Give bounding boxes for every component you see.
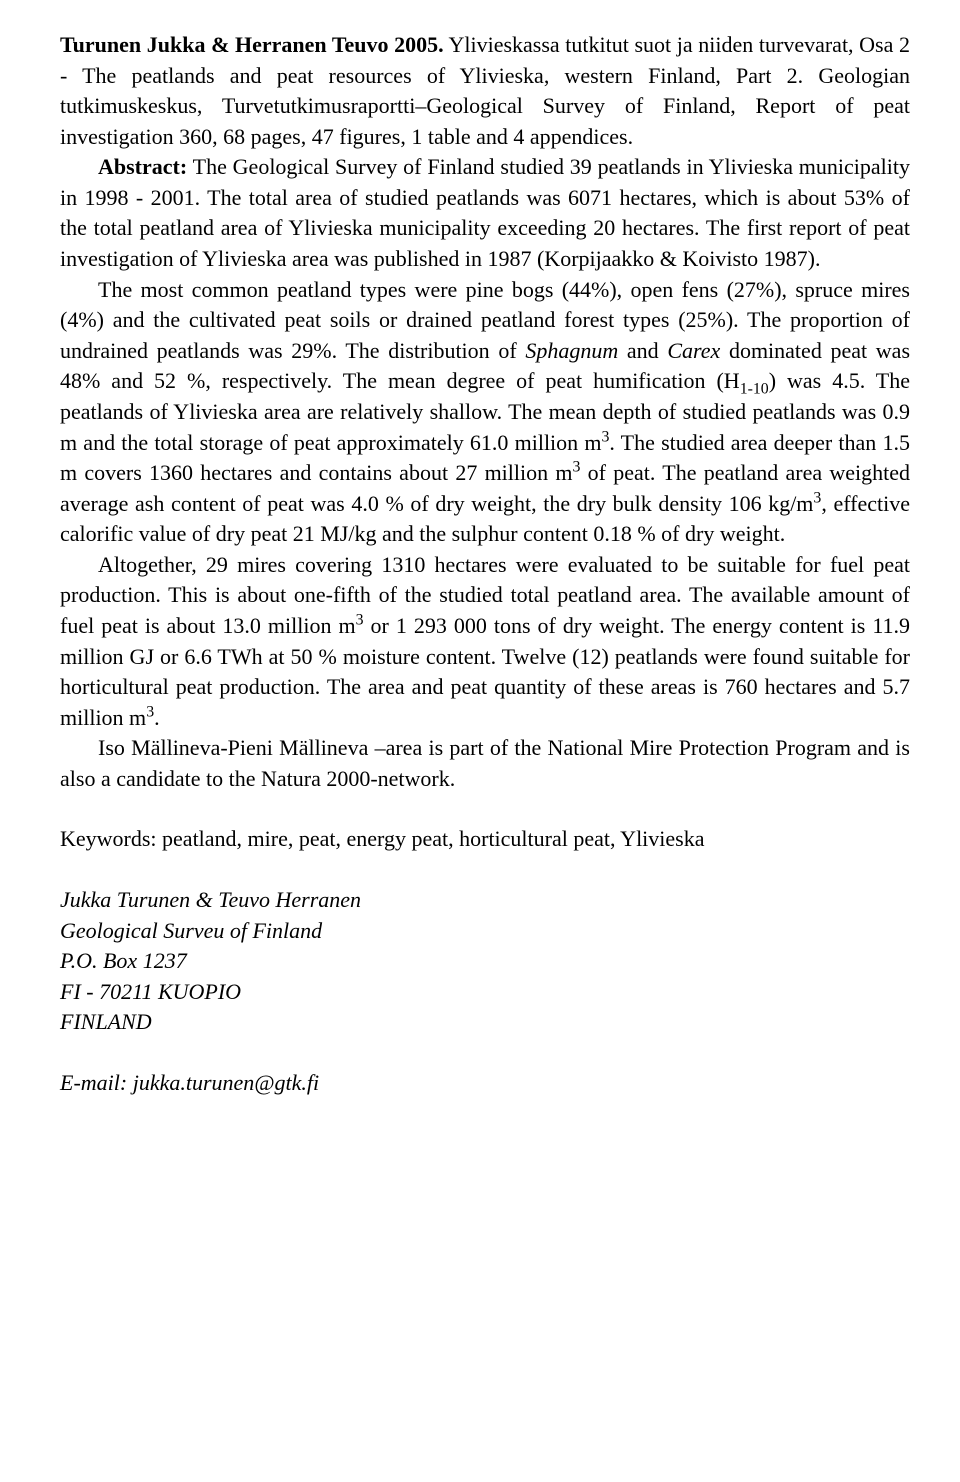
- humification-subscript: 1-10: [740, 381, 769, 398]
- p4-text: Iso Mällineva-Pieni Mällineva –area is p…: [60, 735, 910, 791]
- keywords-line: Keywords: peatland, mire, peat, energy p…: [60, 824, 910, 855]
- abstract-paragraph-2: The most common peatland types were pine…: [60, 275, 910, 550]
- species-sphagnum: Sphagnum: [525, 338, 618, 363]
- citation-authors: Turunen Jukka & Herranen Teuvo 2005.: [60, 32, 444, 57]
- affiliation: Geological Surveu of Finland: [60, 916, 910, 947]
- abstract-paragraph-3: Altogether, 29 mires covering 1310 hecta…: [60, 550, 910, 733]
- author-address-block: Jukka Turunen & Teuvo Herranen Geologica…: [60, 885, 910, 1038]
- abstract-p1-text: The Geological Survey of Finland studied…: [60, 154, 910, 271]
- species-carex: Carex: [667, 338, 720, 363]
- p2-text-b: and: [618, 338, 667, 363]
- email-line: E-mail: jukka.turunen@gtk.fi: [60, 1068, 910, 1099]
- citation-block: Turunen Jukka & Herranen Teuvo 2005. Yli…: [60, 30, 910, 152]
- country: FINLAND: [60, 1007, 910, 1038]
- cubic-sup-4: 3: [356, 612, 364, 629]
- abstract-paragraph-4: Iso Mällineva-Pieni Mällineva –area is p…: [60, 733, 910, 794]
- abstract-label: Abstract:: [98, 154, 187, 179]
- abstract-paragraph-1: Abstract: The Geological Survey of Finla…: [60, 152, 910, 274]
- p3-text-c: .: [154, 705, 160, 730]
- cubic-sup-5: 3: [146, 703, 154, 720]
- city-postcode: FI - 70211 KUOPIO: [60, 977, 910, 1008]
- authors-full-names: Jukka Turunen & Teuvo Herranen: [60, 885, 910, 916]
- po-box: P.O. Box 1237: [60, 946, 910, 977]
